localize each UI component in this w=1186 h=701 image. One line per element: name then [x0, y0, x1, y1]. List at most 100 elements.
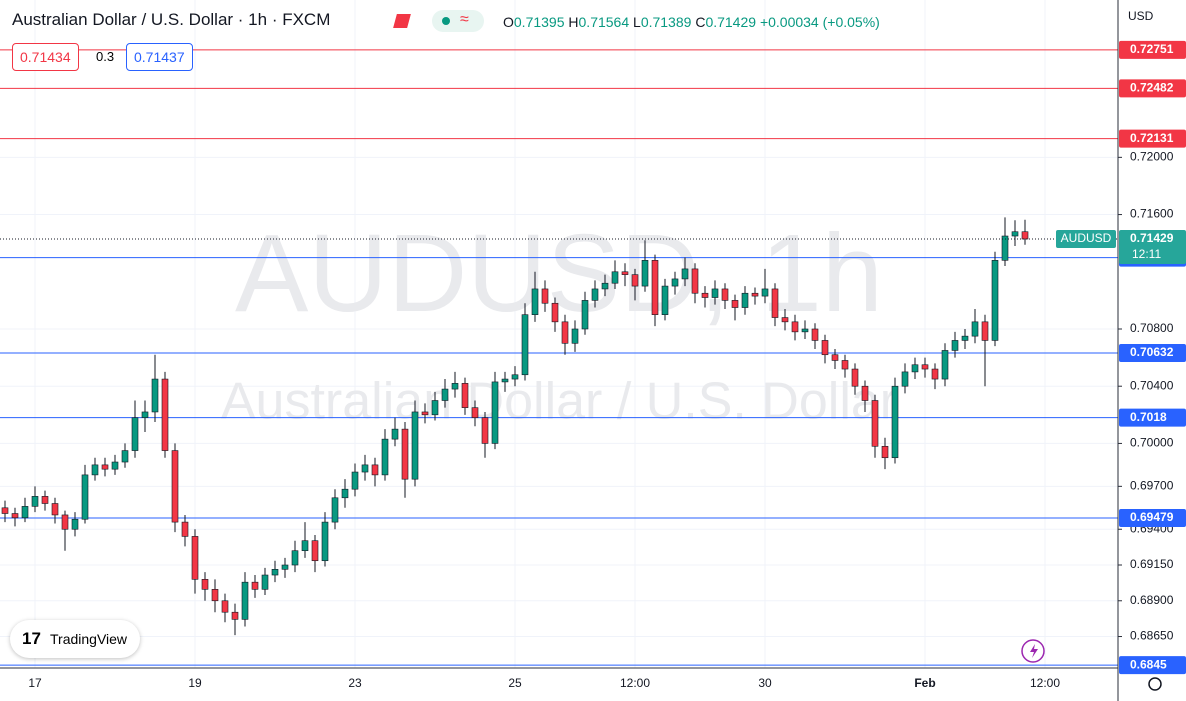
candle-body [341, 488, 349, 499]
candle-body [131, 417, 139, 451]
candle-body [51, 503, 59, 516]
ohlc-label: O [503, 14, 514, 30]
status-dot [442, 17, 450, 25]
candle-body [1001, 235, 1009, 261]
candle-body [271, 569, 279, 576]
candle-body [741, 292, 749, 308]
candle-body [61, 514, 69, 530]
candle-body [1, 507, 9, 514]
status-pill[interactable] [432, 10, 484, 32]
settings-icon[interactable] [1148, 677, 1162, 691]
alert-bolt [1030, 644, 1038, 658]
candle-body [491, 381, 499, 444]
candle-body [331, 497, 339, 523]
y-tick-label: 0.72000 [1130, 150, 1174, 164]
candle-body [151, 378, 159, 413]
x-tick-label: 23 [348, 676, 362, 690]
y-tick-label: 0.69700 [1130, 479, 1174, 493]
x-tick-label: 30 [758, 676, 772, 690]
x-tick-label: 25 [508, 676, 522, 690]
level-label: 0.72131 [1130, 131, 1174, 145]
candle-body [421, 411, 429, 416]
candle-body [891, 385, 899, 459]
candle-body [601, 282, 609, 290]
candle-body [761, 288, 769, 297]
candle-body [611, 271, 619, 284]
candle-body [101, 464, 109, 470]
ohlc-value: 0.71395 [513, 14, 565, 30]
candle-body [691, 268, 699, 294]
candle-body [511, 374, 519, 380]
last-price-tag [1119, 230, 1186, 265]
candle-body [961, 335, 969, 341]
candle-body [1011, 231, 1019, 237]
candle-body [431, 400, 439, 416]
x-tick-label: 17 [28, 676, 42, 690]
ohlc-label: H [568, 14, 579, 30]
ohlc-value: 0.71389 [640, 14, 692, 30]
y-tick-label: 0.70000 [1130, 436, 1174, 450]
candle-body [111, 461, 119, 470]
buy-price[interactable]: 0.71437 [126, 43, 193, 71]
candle-body [291, 550, 299, 566]
candle-body [191, 536, 199, 580]
candle-body [1021, 231, 1029, 240]
plot-area [0, 0, 1118, 668]
candle-body [671, 278, 679, 287]
candle-body [481, 417, 489, 444]
candle-body [751, 292, 759, 297]
level-tag [1119, 344, 1186, 363]
alert-icon[interactable] [1021, 639, 1045, 663]
candle-body [231, 611, 239, 620]
logo[interactable]: 17 TradingView [10, 620, 140, 658]
candle-body [261, 574, 269, 590]
level-label: 0.70632 [1130, 345, 1174, 359]
level-tag [1119, 408, 1186, 427]
symbol-label: AUDUSD [1061, 231, 1112, 245]
level-tag [1119, 79, 1186, 98]
candle-body [541, 288, 549, 304]
sell-price[interactable]: 0.71434 [12, 43, 79, 71]
countdown: 12:11 [1132, 247, 1161, 261]
candle-body [801, 328, 809, 333]
level-label: 0.72482 [1130, 81, 1174, 95]
candle-body [651, 260, 659, 315]
y-tick-label: 0.70800 [1130, 321, 1174, 335]
candle-body [681, 268, 689, 280]
candle-body [401, 428, 409, 480]
candle-body [321, 521, 329, 562]
candle-body [251, 581, 259, 590]
candle-body [711, 288, 719, 298]
change: +0.00034 (+0.05%) [759, 14, 880, 30]
candle-body [841, 360, 849, 370]
candle-body [731, 300, 739, 308]
candle-body [791, 321, 799, 333]
status-wave: ≈ [460, 11, 469, 28]
candle-body [411, 411, 419, 480]
candle-body [981, 321, 989, 341]
candle-body [881, 445, 889, 459]
candle-body [781, 317, 789, 323]
x-tick-label: Feb [914, 676, 935, 690]
candle-body [661, 285, 669, 315]
candle-body [211, 589, 219, 602]
candle-body [811, 328, 819, 341]
candle-body [721, 288, 729, 301]
candle-body [81, 474, 89, 520]
ohlc-label: C [695, 14, 706, 30]
candle-body [701, 292, 709, 298]
level-label: 0.72751 [1130, 42, 1174, 56]
candle-body [631, 274, 639, 287]
candle-body [221, 600, 229, 613]
candle-body [831, 354, 839, 361]
candle-body [971, 321, 979, 337]
candle-body [451, 383, 459, 390]
ohlc-label: L [633, 14, 641, 30]
candle-body [861, 385, 869, 401]
candle-body [71, 518, 79, 530]
level-label: 0.7018 [1130, 410, 1167, 424]
candle-body [581, 300, 589, 330]
currency[interactable]: USD [1128, 9, 1154, 23]
candle-body [951, 340, 959, 351]
